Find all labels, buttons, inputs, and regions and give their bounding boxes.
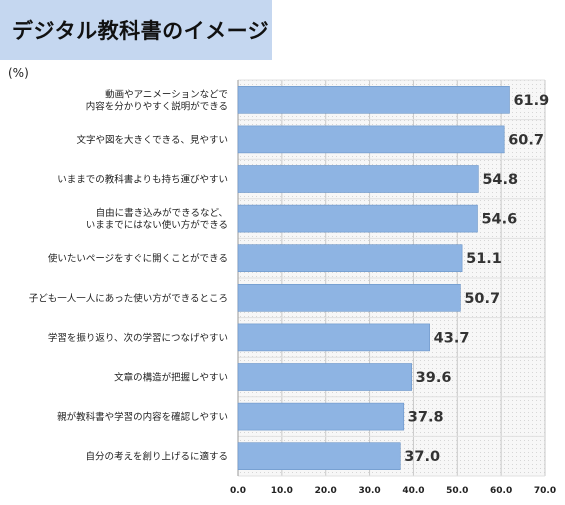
bar xyxy=(237,283,461,312)
data-label: 37.0 xyxy=(404,449,440,465)
chart-title-box: デジタル教科書のイメージ xyxy=(0,0,272,60)
category-label-line: 使いたいページをすぐに開くことができる xyxy=(48,253,228,265)
bar xyxy=(237,125,505,154)
data-label: 37.8 xyxy=(408,410,444,426)
category-label: 自分の考えを創り上げるに適する xyxy=(85,451,228,463)
data-label: 61.9 xyxy=(513,93,549,109)
x-tick-label: 40.0 xyxy=(402,486,424,496)
x-tick-label: 60.0 xyxy=(490,486,512,496)
category-label: 子ども一人一人にあった使い方ができるところ xyxy=(29,292,228,304)
category-label: 使いたいページをすぐに開くことができる xyxy=(48,253,228,265)
x-tick-label: 0.0 xyxy=(230,486,246,496)
category-label: いままでの教科書よりも持ち運びやすい xyxy=(57,174,228,186)
category-label-line: 文章の構造が把握しやすい xyxy=(114,372,228,384)
data-label: 60.7 xyxy=(508,132,544,148)
unit-label: (%) xyxy=(8,66,29,80)
data-label: 51.1 xyxy=(466,251,502,267)
category-label: 学習を振り返り、次の学習につなげやすい xyxy=(48,332,228,344)
data-label: 54.8 xyxy=(482,172,518,188)
category-label-line: 学習を振り返り、次の学習につなげやすい xyxy=(48,332,228,344)
data-label: 39.6 xyxy=(416,370,452,386)
data-label: 43.7 xyxy=(434,330,470,346)
category-label-line: 親が教科書や学習の内容を確認しやすい xyxy=(57,411,228,423)
category-label-line: 自由に書き込みができるなど、 xyxy=(96,207,228,219)
category-label: 文章の構造が把握しやすい xyxy=(114,372,228,384)
x-tick-label: 50.0 xyxy=(446,486,468,496)
x-tick-label: 20.0 xyxy=(315,486,337,496)
category-label-line: 動画やアニメーションなどで xyxy=(105,89,228,100)
category-label-line: 子ども一人一人にあった使い方ができるところ xyxy=(29,292,228,304)
category-label: 自由に書き込みができるなど、いままでにはない使い方ができる xyxy=(86,207,228,231)
bar xyxy=(237,323,430,352)
category-label-line: いままでの教科書よりも持ち運びやすい xyxy=(57,174,228,186)
bar xyxy=(237,442,401,471)
bar xyxy=(237,363,412,391)
x-tick-label: 70.0 xyxy=(534,486,556,496)
chart-title: デジタル教科書のイメージ xyxy=(12,19,270,43)
bar xyxy=(237,165,479,193)
category-label-line: 内容を分かりやすく説明ができる xyxy=(86,100,228,112)
data-label: 54.6 xyxy=(481,212,517,228)
x-tick-label: 30.0 xyxy=(358,486,380,496)
category-label: 文字や図を大きくできる、見やすい xyxy=(76,134,228,146)
data-label: 50.7 xyxy=(464,291,500,307)
bar xyxy=(237,204,478,233)
bar xyxy=(237,402,405,431)
category-label: 親が教科書や学習の内容を確認しやすい xyxy=(57,411,228,423)
category-label-line: 文字や図を大きくできる、見やすい xyxy=(76,134,228,146)
category-label-line: 自分の考えを創り上げるに適する xyxy=(85,451,228,463)
bar xyxy=(237,86,510,114)
x-tick-label: 10.0 xyxy=(271,486,293,496)
bar xyxy=(237,244,463,272)
category-label: 動画やアニメーションなどで内容を分かりやすく説明ができる xyxy=(86,89,228,112)
category-label-line: いままでにはない使い方ができる xyxy=(86,219,228,231)
